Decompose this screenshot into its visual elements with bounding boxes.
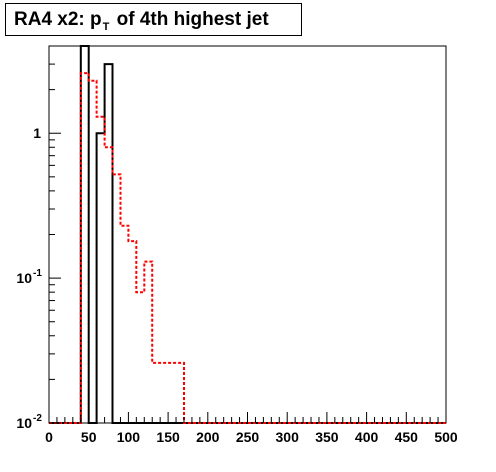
x-tick-label: 300 bbox=[276, 429, 300, 445]
y-tick-label-exponent: -2 bbox=[33, 413, 42, 424]
series-2-histogram bbox=[49, 72, 446, 424]
y-tick-label: 10 bbox=[16, 270, 32, 286]
y-tick-label: 1 bbox=[33, 125, 41, 141]
chart-title-subscript: T bbox=[102, 21, 110, 33]
plot-frame bbox=[48, 45, 447, 424]
y-tick-label-exponent: -1 bbox=[33, 268, 42, 279]
x-tick-label: 250 bbox=[236, 429, 260, 445]
x-tick-label: 400 bbox=[355, 429, 379, 445]
chart-title-suffix: of 4th highest jet bbox=[111, 9, 269, 30]
title-box: RA4 x2: pT of 4th highest jet bbox=[5, 3, 302, 36]
x-tick-label: 500 bbox=[434, 429, 458, 445]
x-tick-label: 100 bbox=[117, 429, 141, 445]
x-tick-label: 0 bbox=[45, 429, 53, 445]
series-1-histogram bbox=[49, 45, 446, 424]
x-tick-label: 450 bbox=[395, 429, 419, 445]
x-tick-label: 50 bbox=[81, 429, 97, 445]
chart-title-prefix: RA4 x2: p bbox=[14, 9, 102, 30]
x-tick-label: 350 bbox=[315, 429, 339, 445]
series-layer bbox=[49, 45, 446, 424]
chart-title: RA4 x2: pT of 4th highest jet bbox=[14, 9, 269, 33]
x-tick-label: 200 bbox=[196, 429, 220, 445]
y-tick-label: 10 bbox=[16, 415, 32, 431]
x-tick-label: 150 bbox=[156, 429, 180, 445]
